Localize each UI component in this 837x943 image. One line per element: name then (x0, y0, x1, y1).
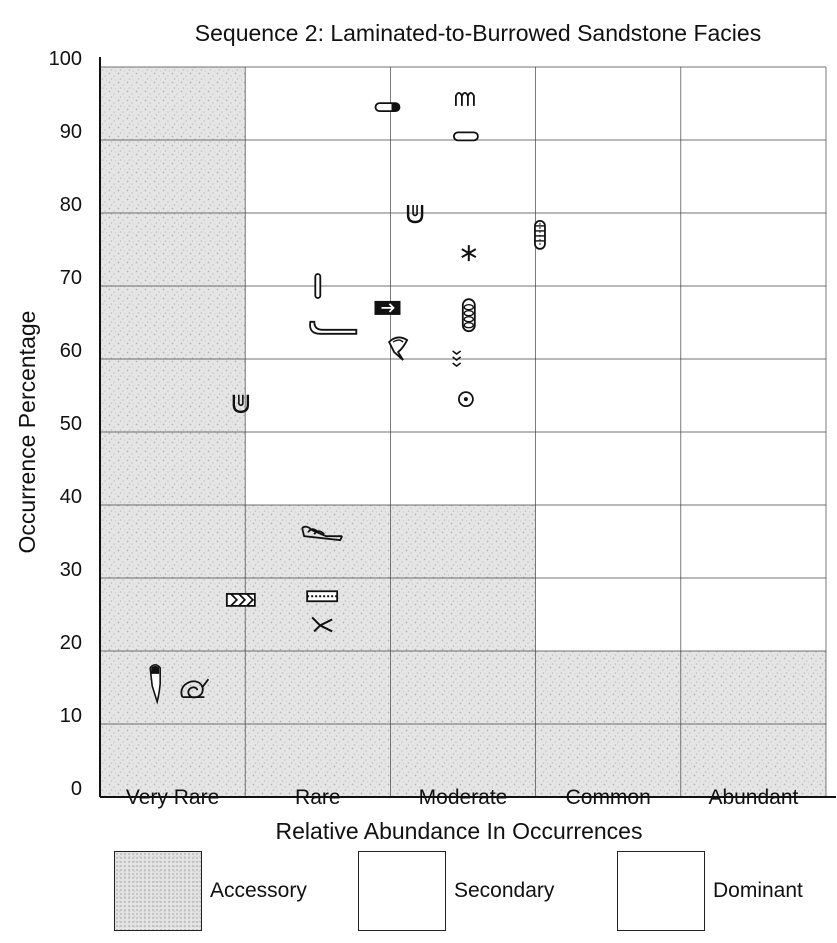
y-tick-label: 100 (49, 48, 82, 70)
y-tick-label: 70 (60, 267, 82, 289)
x-tick-label: Very Rare (126, 786, 219, 809)
segmented-tube-icon (534, 219, 546, 250)
spiral-coil-icon (180, 678, 210, 699)
dominant-label: Dominant (713, 879, 803, 902)
y-tick-label: 30 (60, 559, 82, 581)
secondary-label: Secondary (454, 879, 555, 902)
accessory-label: Accessory (210, 879, 307, 902)
x-tick-label: Moderate (419, 786, 508, 809)
ringed-circle-icon (458, 391, 474, 408)
secondary-swatch (358, 851, 446, 931)
y-tick-labels: 0 10 20 30 40 50 60 70 80 90 100 (49, 48, 82, 800)
x-tick-labels: Very Rare Rare Moderate Common Abundant (126, 786, 799, 809)
accessory-swatch (114, 851, 202, 931)
dark-box-icon (374, 300, 401, 315)
u-burrow-icon (406, 205, 424, 224)
striped-bar-icon (306, 590, 339, 603)
chevron-stack-icon (452, 350, 462, 367)
capsule-dark-tip-icon (374, 102, 401, 113)
legend-accessory: Accessory (114, 850, 307, 932)
vertical-shaft-icon (314, 273, 322, 299)
x-axis-label: Relative Abundance In Occurrences (276, 818, 643, 844)
y-tick-label: 90 (60, 121, 82, 143)
funnel-icon (388, 336, 409, 361)
stacked-rings-icon (461, 298, 476, 333)
axes (99, 57, 836, 798)
chart-title: Sequence 2: Laminated-to-Burrowed Sandst… (195, 20, 761, 46)
x-tick-label: Common (566, 786, 651, 809)
wavy-trail-icon (455, 91, 475, 106)
branching-icon (311, 616, 333, 633)
y-axis-label: Occurrence Percentage (14, 311, 40, 554)
legend-dominant: Dominant (617, 850, 803, 932)
y-tick-label: 40 (60, 486, 82, 508)
hook-tube-icon (309, 320, 358, 335)
legend-secondary: Secondary (358, 850, 554, 932)
u-burrow-icon (232, 394, 250, 413)
y-tick-label: 10 (60, 705, 82, 727)
star-icon (461, 245, 477, 262)
y-tick-label: 80 (60, 194, 82, 216)
x-tick-label: Rare (295, 786, 341, 809)
chevron-band-icon (225, 593, 256, 607)
y-tick-label: 60 (60, 340, 82, 362)
dominant-swatch (617, 851, 705, 931)
clustered-tubes-icon (301, 525, 343, 542)
long-tube-icon (149, 664, 161, 705)
trace-fossil-markers (149, 91, 546, 705)
y-tick-label: 50 (60, 413, 82, 435)
y-tick-label: 0 (71, 778, 82, 800)
x-tick-label: Abundant (708, 786, 798, 809)
capsule-icon (453, 131, 479, 142)
y-tick-label: 20 (60, 632, 82, 654)
